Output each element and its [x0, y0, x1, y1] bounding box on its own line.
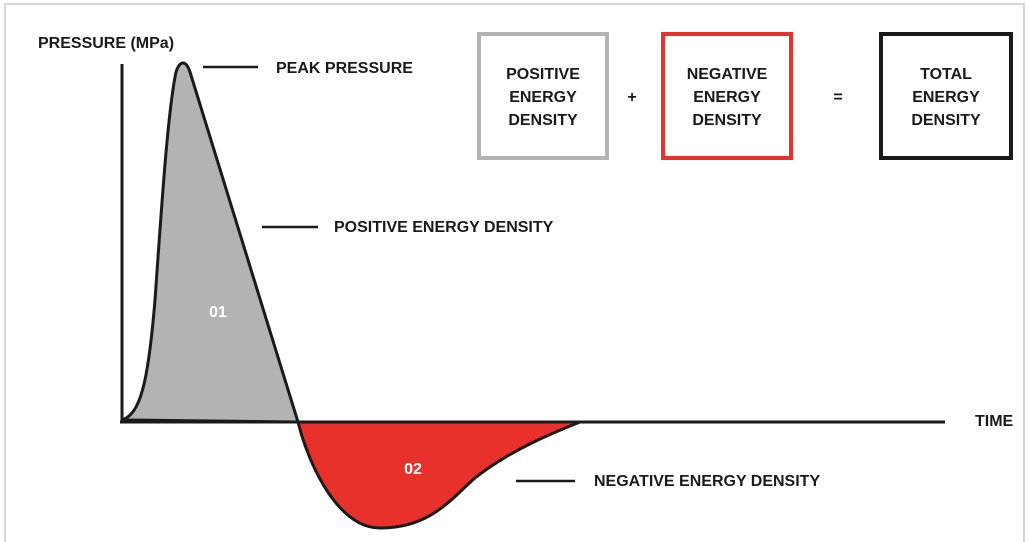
box-text: NEGATIVE: [687, 66, 768, 83]
box-text: ENERGY: [912, 89, 980, 106]
frame: [4, 3, 1025, 542]
annotation: NEGATIVE ENERGY DENSITY: [594, 473, 820, 490]
box-text: POSITIVE: [506, 66, 580, 83]
box: [879, 32, 1013, 160]
box: [661, 32, 793, 160]
y-axis-label: PRESSURE (MPa): [38, 35, 174, 52]
box-text: ENERGY: [693, 89, 761, 106]
operator: +: [627, 89, 636, 106]
box-text: DENSITY: [911, 112, 981, 129]
box-text: ENERGY: [509, 89, 577, 106]
negative-area: [296, 420, 582, 530]
annotation: PEAK PRESSURE: [276, 60, 413, 77]
operator: =: [833, 89, 842, 106]
region-label: 01: [209, 304, 227, 321]
box: [477, 32, 609, 160]
x-axis-label: TIME: [975, 413, 1014, 430]
positive-area: [120, 61, 300, 424]
box-text: DENSITY: [692, 112, 762, 129]
region-label: 02: [404, 461, 422, 478]
annotation: POSITIVE ENERGY DENSITY: [334, 219, 554, 236]
box-text: DENSITY: [508, 112, 578, 129]
box-text: TOTAL: [920, 66, 972, 83]
